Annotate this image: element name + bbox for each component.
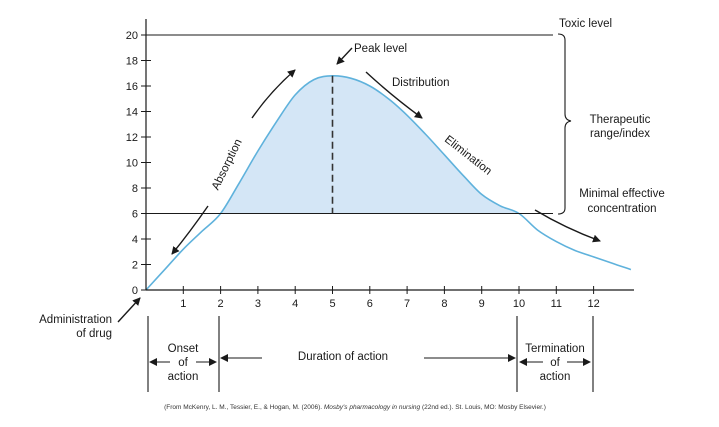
y-tick-label: 2 — [132, 260, 138, 272]
x-tick-label: 9 — [479, 298, 485, 310]
x-ticks: 1 2 3 4 5 6 7 8 9 10 11 12 — [180, 286, 600, 310]
x-tick-label: 8 — [441, 298, 447, 310]
administration-arrow — [117, 297, 141, 323]
termination-label-line1: Termination — [525, 343, 584, 355]
toxic-level-label: Toxic level — [559, 18, 612, 30]
peak-arrow — [336, 47, 353, 65]
x-tick-label: 2 — [218, 298, 224, 310]
y-tick-label: 12 — [126, 132, 138, 144]
y-tick-label: 16 — [126, 81, 138, 93]
y-tick-label: 0 — [132, 285, 138, 297]
x-tick-label: 11 — [551, 298, 562, 310]
x-tick-label: 12 — [587, 298, 599, 310]
y-tick-label: 14 — [126, 107, 138, 119]
administration-label-line1: Administration — [39, 314, 112, 326]
minimal-effective-label-line1: Minimal effective — [579, 188, 664, 200]
therapeutic-label-line1: Therapeutic — [590, 114, 651, 126]
distribution-label: Distribution — [392, 77, 450, 89]
therapeutic-label-line2: range/index — [590, 128, 650, 140]
y-tick-label: 8 — [132, 183, 138, 195]
x-tick-label: 10 — [513, 298, 525, 310]
distribution-arrow — [365, 71, 423, 119]
x-tick-label: 1 — [180, 298, 186, 310]
onset-label-line2: of — [178, 357, 188, 369]
x-tick-label: 3 — [255, 298, 261, 310]
citation-part1: (From McKenry, L. M., Tessier, E., & Hog… — [164, 404, 324, 411]
y-tick-label: 18 — [126, 56, 138, 68]
absorption-arrow-down — [171, 205, 209, 255]
elimination-arrow — [534, 209, 601, 243]
x-tick-label: 5 — [329, 298, 335, 310]
citation-italic: Mosby's pharmacology in nursing — [324, 404, 421, 411]
x-tick-label: 4 — [292, 298, 298, 310]
x-tick-label: 7 — [404, 298, 410, 310]
administration-label-line2: of drug — [76, 328, 112, 340]
absorption-arrow-up — [251, 69, 296, 119]
minimal-effective-label-line2: concentration — [587, 203, 656, 215]
duration-label-bg — [262, 348, 424, 364]
duration-label: Duration of action — [298, 351, 388, 363]
y-ticks: 0 2 4 6 8 10 12 14 16 18 20 — [126, 30, 151, 297]
therapeutic-brace — [557, 33, 572, 215]
termination-label-line3: action — [540, 371, 571, 383]
x-tick-label: 6 — [367, 298, 373, 310]
citation: (From McKenry, L. M., Tessier, E., & Hog… — [164, 404, 546, 411]
onset-label-line1: Onset — [168, 343, 199, 355]
citation-part2: (22nd ed.). St. Louis, MO: Mosby Elsevie… — [420, 404, 546, 411]
concentration-curve — [145, 74, 632, 291]
therapeutic-area-fill — [220, 75, 519, 214]
y-tick-label: 10 — [126, 158, 138, 170]
peak-level-label: Peak level — [354, 43, 407, 55]
y-tick-label: 4 — [132, 234, 138, 246]
onset-label-line3: action — [168, 371, 199, 383]
y-tick-label: 20 — [126, 30, 138, 42]
y-tick-label: 6 — [132, 209, 138, 221]
termination-label-line2: of — [550, 357, 560, 369]
